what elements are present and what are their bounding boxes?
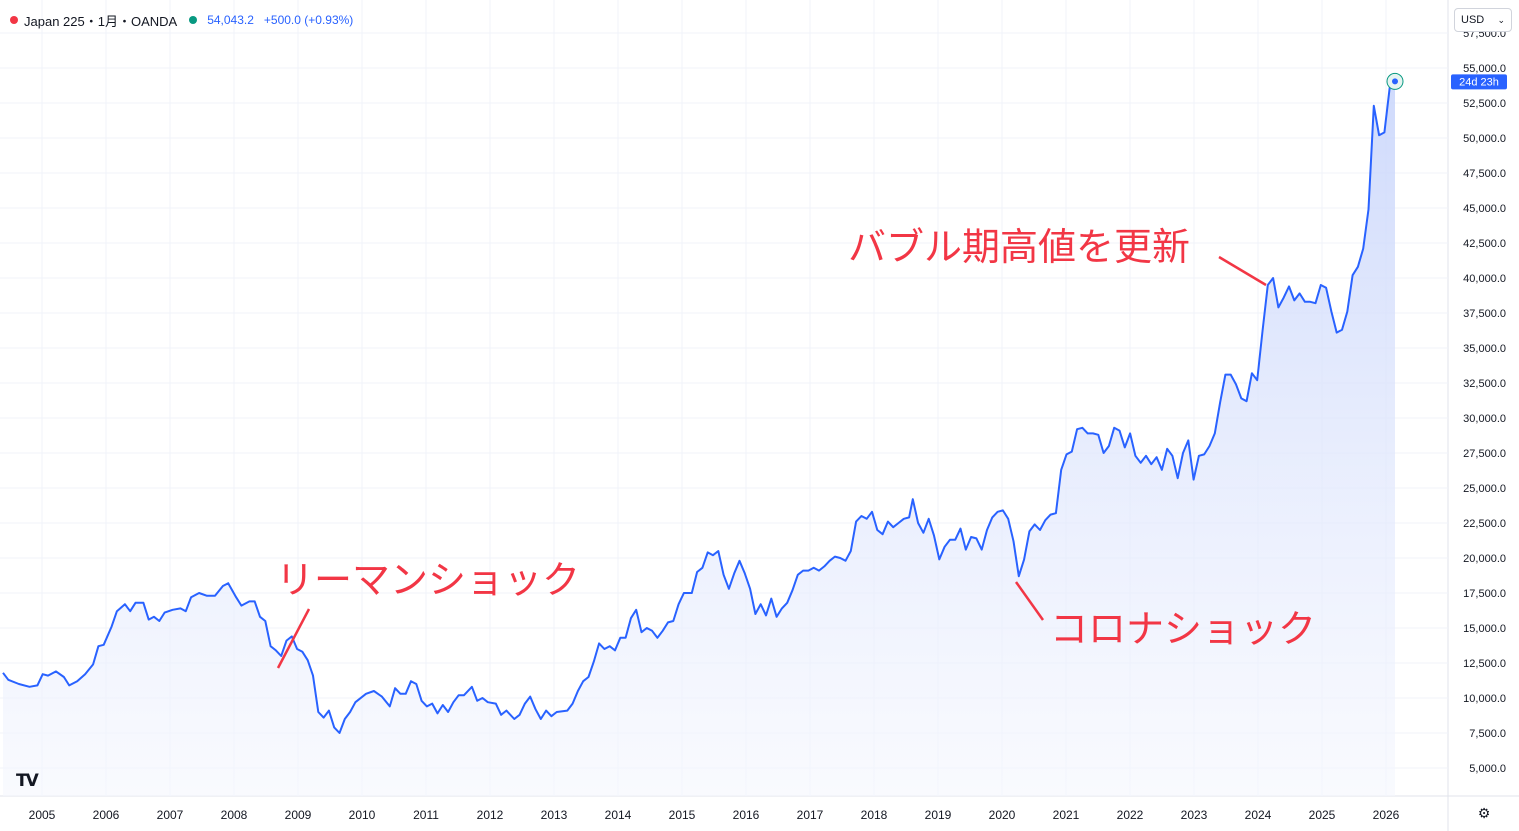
currency-label: USD <box>1461 14 1485 26</box>
y-tick-label: 7,500.0 <box>1469 728 1506 740</box>
price-area-fill <box>3 81 1395 796</box>
x-tick-label: 2024 <box>1245 808 1272 822</box>
x-tick-label: 2020 <box>989 808 1016 822</box>
x-tick-label: 2009 <box>285 808 312 822</box>
time-scale: 2005 2006 2007 2008 2009 2010 2011 2012 2013 2014… <box>29 808 1400 822</box>
annotation-pointer <box>276 608 311 669</box>
market-status-dot <box>189 16 198 24</box>
symbol-title[interactable]: Japan 225・1月・OANDA <box>24 13 178 29</box>
x-tick-label: 2015 <box>669 808 696 822</box>
chevron-down-icon: ⌄ <box>1497 14 1505 25</box>
x-tick-label: 2025 <box>1309 808 1336 822</box>
y-tick-label: 30,000.0 <box>1463 413 1506 425</box>
annotation-pointer <box>1014 581 1045 621</box>
price-scale: 5,000.0 7,500.0 10,000.0 12,500.0 15,000.0 17… <box>1463 28 1506 775</box>
annotation-pointer <box>1218 255 1267 287</box>
x-tick-label: 2012 <box>477 808 504 822</box>
x-tick-label: 2022 <box>1117 808 1144 822</box>
gear-icon[interactable]: ⚙ <box>1477 805 1491 821</box>
last-price-value: 54,043.2 <box>207 13 254 27</box>
y-tick-label: 12,500.0 <box>1463 658 1506 670</box>
y-tick-label: 52,500.0 <box>1463 98 1506 110</box>
x-tick-label: 2014 <box>605 808 632 822</box>
price-line-series <box>2 80 1396 734</box>
y-tick-label: 35,000.0 <box>1463 343 1506 355</box>
y-tick-label: 15,000.0 <box>1463 623 1506 635</box>
x-tick-label: 2026 <box>1373 808 1400 822</box>
y-tick-label: 10,000.0 <box>1463 693 1506 705</box>
tradingview-logo-icon[interactable]: TV <box>16 771 39 791</box>
y-tick-label: 37,500.0 <box>1463 308 1506 320</box>
x-tick-label: 2018 <box>861 808 888 822</box>
annotation-label: コロナショック <box>1050 607 1316 651</box>
y-tick-label: 45,000.0 <box>1463 203 1506 215</box>
x-tick-label: 2017 <box>797 808 824 822</box>
x-tick-label: 2023 <box>1181 808 1208 822</box>
countdown-label: 24d 23h <box>1459 76 1499 88</box>
symbol-legend[interactable]: Japan 225・1月・OANDA 54,043.2 +500.0 (+0.9… <box>10 8 353 32</box>
y-tick-label: 22,500.0 <box>1463 518 1506 530</box>
x-tick-label: 2011 <box>413 808 439 822</box>
y-tick-label: 32,500.0 <box>1463 378 1506 390</box>
y-tick-label: 55,000.0 <box>1463 63 1506 75</box>
y-tick-label: 42,500.0 <box>1463 238 1506 250</box>
y-tick-label: 40,000.0 <box>1463 273 1506 285</box>
x-tick-label: 2007 <box>157 808 184 822</box>
price-change-value: +500.0 (+0.93%) <box>263 13 354 27</box>
y-tick-label: 27,500.0 <box>1463 448 1506 460</box>
currency-dropdown[interactable]: USD ⌄ <box>1454 8 1512 32</box>
x-tick-label: 2019 <box>925 808 952 822</box>
x-tick-label: 2010 <box>349 808 376 822</box>
annotation-label: バブル期高値を更新 <box>848 225 1190 269</box>
x-tick-label: 2021 <box>1053 808 1080 822</box>
x-tick-label: 2006 <box>93 808 120 822</box>
last-point-dot <box>1392 78 1398 85</box>
y-tick-label: 17,500.0 <box>1463 588 1506 600</box>
annotation-label: リーマンショック <box>276 558 580 602</box>
symbol-status-dot <box>10 16 18 24</box>
countdown-badge <box>1451 74 1507 90</box>
y-tick-label: 25,000.0 <box>1463 483 1506 495</box>
x-tick-label: 2008 <box>221 808 248 822</box>
y-tick-label: 47,500.0 <box>1463 168 1506 180</box>
y-tick-label: 20,000.0 <box>1463 553 1506 565</box>
y-tick-label: 5,000.0 <box>1469 763 1506 775</box>
y-tick-label: 50,000.0 <box>1463 133 1506 145</box>
x-tick-label: 2013 <box>541 808 568 822</box>
x-tick-label: 2016 <box>733 808 760 822</box>
x-tick-label: 2005 <box>29 808 56 822</box>
